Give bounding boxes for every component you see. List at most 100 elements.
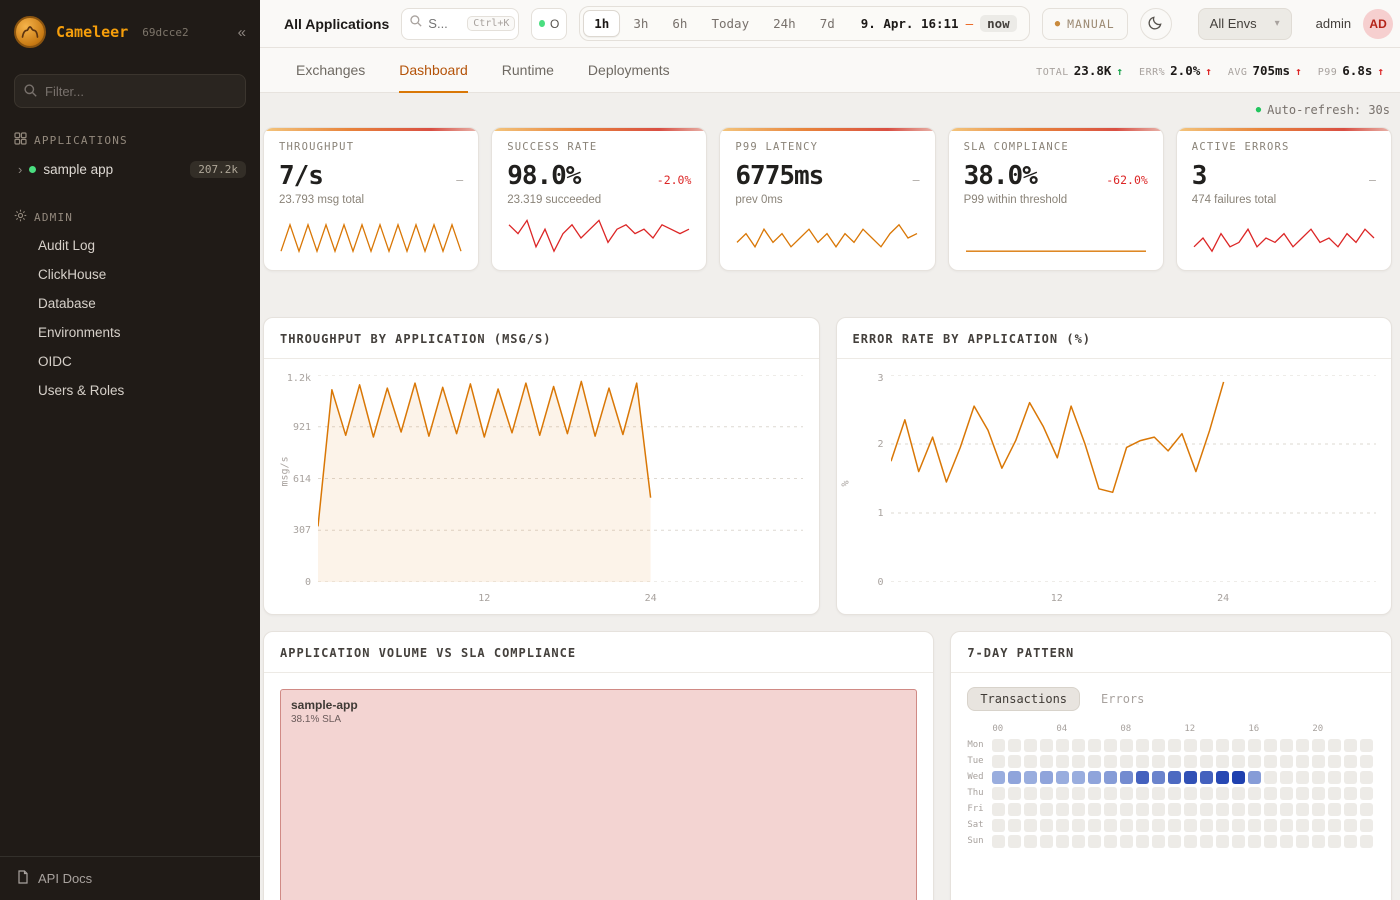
heatmap-cell[interactable] [1296, 755, 1310, 768]
heatmap-cell[interactable] [1312, 755, 1326, 768]
heatmap-cell[interactable] [1296, 771, 1310, 784]
heatmap-cell[interactable] [1264, 739, 1278, 752]
heatmap-cell[interactable] [1024, 835, 1038, 848]
heatmap-cell[interactable] [1296, 819, 1310, 832]
heatmap-cell[interactable] [1136, 771, 1150, 784]
heatmap-cell[interactable] [1056, 739, 1070, 752]
heatmap-cell[interactable] [1136, 755, 1150, 768]
heatmap-cell[interactable] [1216, 819, 1230, 832]
heatmap-cell[interactable] [1232, 787, 1246, 800]
heatmap-cell[interactable] [1312, 803, 1326, 816]
heatmap-cell[interactable] [1328, 771, 1342, 784]
heatmap-cell[interactable] [992, 787, 1006, 800]
kpi-card-throughput[interactable]: THROUGHPUT 7/s – 23.793 msg total [263, 127, 480, 271]
heatmap-cell[interactable] [1184, 787, 1198, 800]
heatmap-cell[interactable] [1264, 755, 1278, 768]
search-input[interactable] [428, 16, 463, 31]
heatmap-cell[interactable] [1152, 803, 1166, 816]
heatmap-cell[interactable] [1104, 835, 1118, 848]
heatmap-cell[interactable] [1104, 755, 1118, 768]
date-range[interactable]: 9. Apr. 16:11 – now [861, 15, 1017, 32]
heatmap-cell[interactable] [1280, 771, 1294, 784]
heatmap-cell[interactable] [1328, 755, 1342, 768]
dark-mode-toggle[interactable] [1139, 7, 1172, 40]
manual-refresh-button[interactable]: ● MANUAL [1041, 7, 1128, 40]
heatmap-cell[interactable] [1120, 803, 1134, 816]
heatmap-cell[interactable] [1296, 803, 1310, 816]
online-status-pill[interactable]: O [531, 7, 568, 40]
heatmap-cell[interactable] [1184, 771, 1198, 784]
heatmap-cell[interactable] [1152, 787, 1166, 800]
heatmap-cell[interactable] [1248, 755, 1262, 768]
heatmap-cell[interactable] [1120, 739, 1134, 752]
heatmap-cell[interactable] [1280, 819, 1294, 832]
heatmap-cell[interactable] [1168, 787, 1182, 800]
heatmap-cell[interactable] [1104, 803, 1118, 816]
heatmap-cell[interactable] [1232, 755, 1246, 768]
heatmap-toggle-transactions[interactable]: Transactions [967, 687, 1081, 711]
heatmap-cell[interactable] [1040, 739, 1054, 752]
heatmap-cell[interactable] [1056, 835, 1070, 848]
heatmap-cell[interactable] [1072, 819, 1086, 832]
heatmap-cell[interactable] [1072, 803, 1086, 816]
heatmap-cell[interactable] [1168, 771, 1182, 784]
heatmap-cell[interactable] [1216, 803, 1230, 816]
heatmap-cell[interactable] [1232, 819, 1246, 832]
heatmap-cell[interactable] [1024, 739, 1038, 752]
heatmap-cell[interactable] [1248, 803, 1262, 816]
heatmap-cell[interactable] [1328, 835, 1342, 848]
heatmap-cell[interactable] [1280, 835, 1294, 848]
heatmap-cell[interactable] [1008, 835, 1022, 848]
kpi-card-sla-compliance[interactable]: SLA COMPLIANCE 38.0% -62.0% P99 within thre… [947, 127, 1164, 271]
heatmap-cell[interactable] [992, 739, 1006, 752]
heatmap-cell[interactable] [1344, 739, 1358, 752]
heatmap-cell[interactable] [1024, 787, 1038, 800]
sidebar-item-environments[interactable]: Environments [38, 325, 121, 340]
heatmap-cell[interactable] [1120, 755, 1134, 768]
sidebar-item-sample-app[interactable]: › sample app 207.2k [0, 154, 260, 185]
sidebar-collapse-icon[interactable]: « [237, 23, 246, 41]
heatmap-cell[interactable] [1264, 771, 1278, 784]
heatmap-cell[interactable] [1248, 771, 1262, 784]
heatmap-cell[interactable] [1360, 819, 1374, 832]
avatar[interactable]: AD [1363, 8, 1394, 39]
heatmap-cell[interactable] [1296, 739, 1310, 752]
heatmap-cell[interactable] [1088, 755, 1102, 768]
sidebar-filter-input[interactable] [14, 74, 246, 108]
heatmap-cell[interactable] [1200, 755, 1214, 768]
tab-deployments[interactable]: Deployments [587, 61, 670, 78]
heatmap-cell[interactable] [1040, 755, 1054, 768]
heatmap-cell[interactable] [1168, 803, 1182, 816]
time-range-1h[interactable]: 1h [583, 10, 621, 37]
heatmap-cell[interactable] [1360, 771, 1374, 784]
heatmap-cell[interactable] [1072, 771, 1086, 784]
heatmap-cell[interactable] [1088, 819, 1102, 832]
heatmap-cell[interactable] [1360, 787, 1374, 800]
heatmap-cell[interactable] [1072, 755, 1086, 768]
heatmap-cell[interactable] [1360, 835, 1374, 848]
heatmap-cell[interactable] [1152, 771, 1166, 784]
heatmap-cell[interactable] [1280, 739, 1294, 752]
heatmap-cell[interactable] [1152, 755, 1166, 768]
treemap-tile-sample-app[interactable]: sample-app 38.1% SLA [280, 689, 918, 900]
sidebar-item-audit-log[interactable]: Audit Log [38, 238, 96, 253]
heatmap-cell[interactable] [1024, 819, 1038, 832]
heatmap-cell[interactable] [1232, 771, 1246, 784]
heatmap-cell[interactable] [1104, 739, 1118, 752]
heatmap-cell[interactable] [992, 803, 1006, 816]
heatmap-cell[interactable] [1360, 755, 1374, 768]
heatmap-cell[interactable] [1056, 803, 1070, 816]
heatmap-cell[interactable] [1184, 803, 1198, 816]
heatmap-cell[interactable] [1104, 771, 1118, 784]
heatmap-cell[interactable] [1312, 739, 1326, 752]
heatmap-cell[interactable] [1184, 755, 1198, 768]
heatmap-cell[interactable] [1040, 787, 1054, 800]
heatmap-cell[interactable] [1008, 771, 1022, 784]
heatmap-cell[interactable] [1200, 787, 1214, 800]
heatmap-cell[interactable] [1056, 771, 1070, 784]
tab-runtime[interactable]: Runtime [501, 61, 554, 78]
heatmap-cell[interactable] [1040, 771, 1054, 784]
heatmap-cell[interactable] [1120, 819, 1134, 832]
heatmap-cell[interactable] [1280, 787, 1294, 800]
heatmap-cell[interactable] [992, 755, 1006, 768]
